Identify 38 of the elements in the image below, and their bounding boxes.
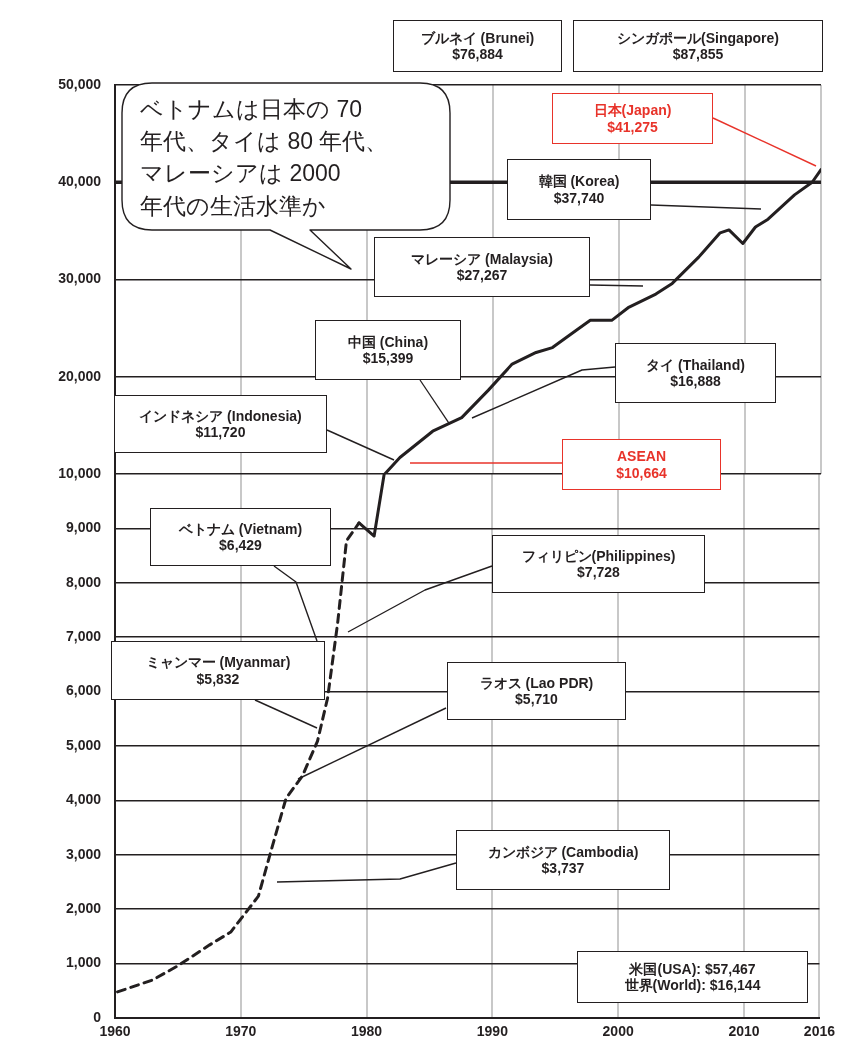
annotation: ベトナムは日本の 70年代、タイは 80 年代、マレーシアは 2000年代の生活水準か [139, 95, 390, 221]
callout-box: 韓国 (Korea) $37,740 [507, 159, 651, 220]
x-tick-label: 1970 [225, 1023, 257, 1040]
y-tick-label: 0 [93, 1008, 102, 1025]
callout-box: ASEAN $10,664 [562, 439, 721, 490]
y-tick-label: 40,000 [58, 173, 102, 190]
x-tick-label: 1980 [351, 1023, 383, 1040]
y-tick-label: 9,000 [65, 519, 102, 536]
y-tick-label: 5,000 [65, 736, 102, 753]
y-tick-label: 2,000 [65, 900, 102, 917]
callout-box: 中国 (China) $15,399 [315, 320, 461, 380]
callout-box: ブルネイ (Brunei) $76,884 [393, 20, 562, 72]
callout-box: カンボジア (Cambodia) $3,737 [456, 830, 670, 890]
y-tick-label: 7,000 [65, 628, 102, 645]
y-tick-label: 20,000 [58, 367, 102, 384]
callout-box: マレーシア (Malaysia) $27,267 [374, 237, 590, 297]
y-tick-label: 50,000 [58, 75, 102, 92]
x-tick-label: 1990 [476, 1023, 509, 1040]
y-tick-label: 1,000 [65, 954, 102, 971]
y-tick-label: 3,000 [65, 845, 102, 862]
y-tick-label: 10,000 [58, 464, 102, 481]
y-tick-label: 30,000 [58, 270, 102, 287]
x-tick-label: 2000 [602, 1023, 634, 1040]
callout-box: フィリピン(Philippines) $7,728 [492, 535, 705, 593]
callout-box: ベトナム (Vietnam) $6,429 [150, 508, 331, 566]
callout-box: ミャンマー (Myanmar) $5,832 [111, 641, 325, 700]
y-tick-label: 6,000 [65, 682, 102, 699]
x-tick-label: 1960 [99, 1023, 131, 1040]
callout-box: インドネシア (Indonesia) $11,720 [114, 395, 327, 453]
x-tick-label: 2010 [728, 1023, 760, 1040]
x-tick-label: 2016 [803, 1023, 836, 1040]
y-tick-label: 4,000 [65, 791, 102, 808]
callout-box: シンガポール(Singapore) $87,855 [573, 20, 823, 72]
callout-box: 日本(Japan) $41,275 [552, 93, 713, 144]
callout-box: ラオス (Lao PDR) $5,710 [447, 662, 626, 720]
callout-box: タイ (Thailand) $16,888 [615, 343, 776, 403]
callout-box: 米国(USA): $57,467 世界(World): $16,144 [577, 951, 808, 1003]
y-tick-label: 8,000 [65, 573, 102, 590]
